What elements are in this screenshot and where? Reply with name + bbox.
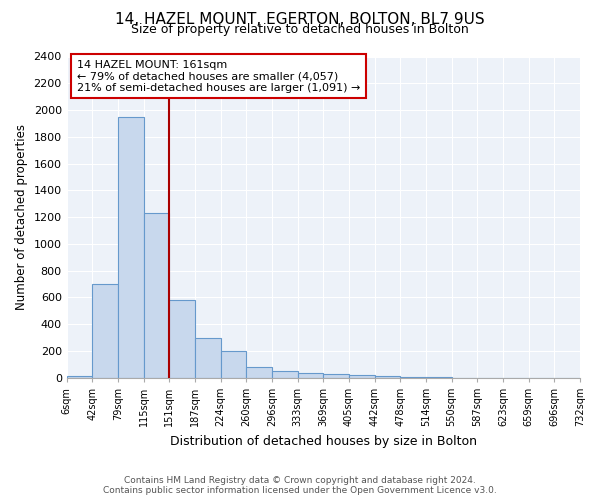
Text: Contains HM Land Registry data © Crown copyright and database right 2024.
Contai: Contains HM Land Registry data © Crown c… — [103, 476, 497, 495]
X-axis label: Distribution of detached houses by size in Bolton: Distribution of detached houses by size … — [170, 434, 477, 448]
Bar — [323, 374, 349, 378]
Bar — [118, 116, 143, 378]
Bar — [400, 377, 426, 378]
Bar — [92, 284, 118, 378]
Text: 14, HAZEL MOUNT, EGERTON, BOLTON, BL7 9US: 14, HAZEL MOUNT, EGERTON, BOLTON, BL7 9U… — [115, 12, 485, 28]
Bar — [221, 351, 247, 378]
Bar — [298, 373, 323, 378]
Bar — [272, 371, 298, 378]
Text: Size of property relative to detached houses in Bolton: Size of property relative to detached ho… — [131, 22, 469, 36]
Bar — [374, 376, 400, 378]
Bar — [349, 375, 374, 378]
Bar — [169, 300, 195, 378]
Bar — [195, 338, 221, 378]
Bar — [67, 376, 92, 378]
Bar — [247, 367, 272, 378]
Text: 14 HAZEL MOUNT: 161sqm
← 79% of detached houses are smaller (4,057)
21% of semi-: 14 HAZEL MOUNT: 161sqm ← 79% of detached… — [77, 60, 361, 93]
Bar — [143, 213, 169, 378]
Bar — [426, 377, 452, 378]
Y-axis label: Number of detached properties: Number of detached properties — [15, 124, 28, 310]
